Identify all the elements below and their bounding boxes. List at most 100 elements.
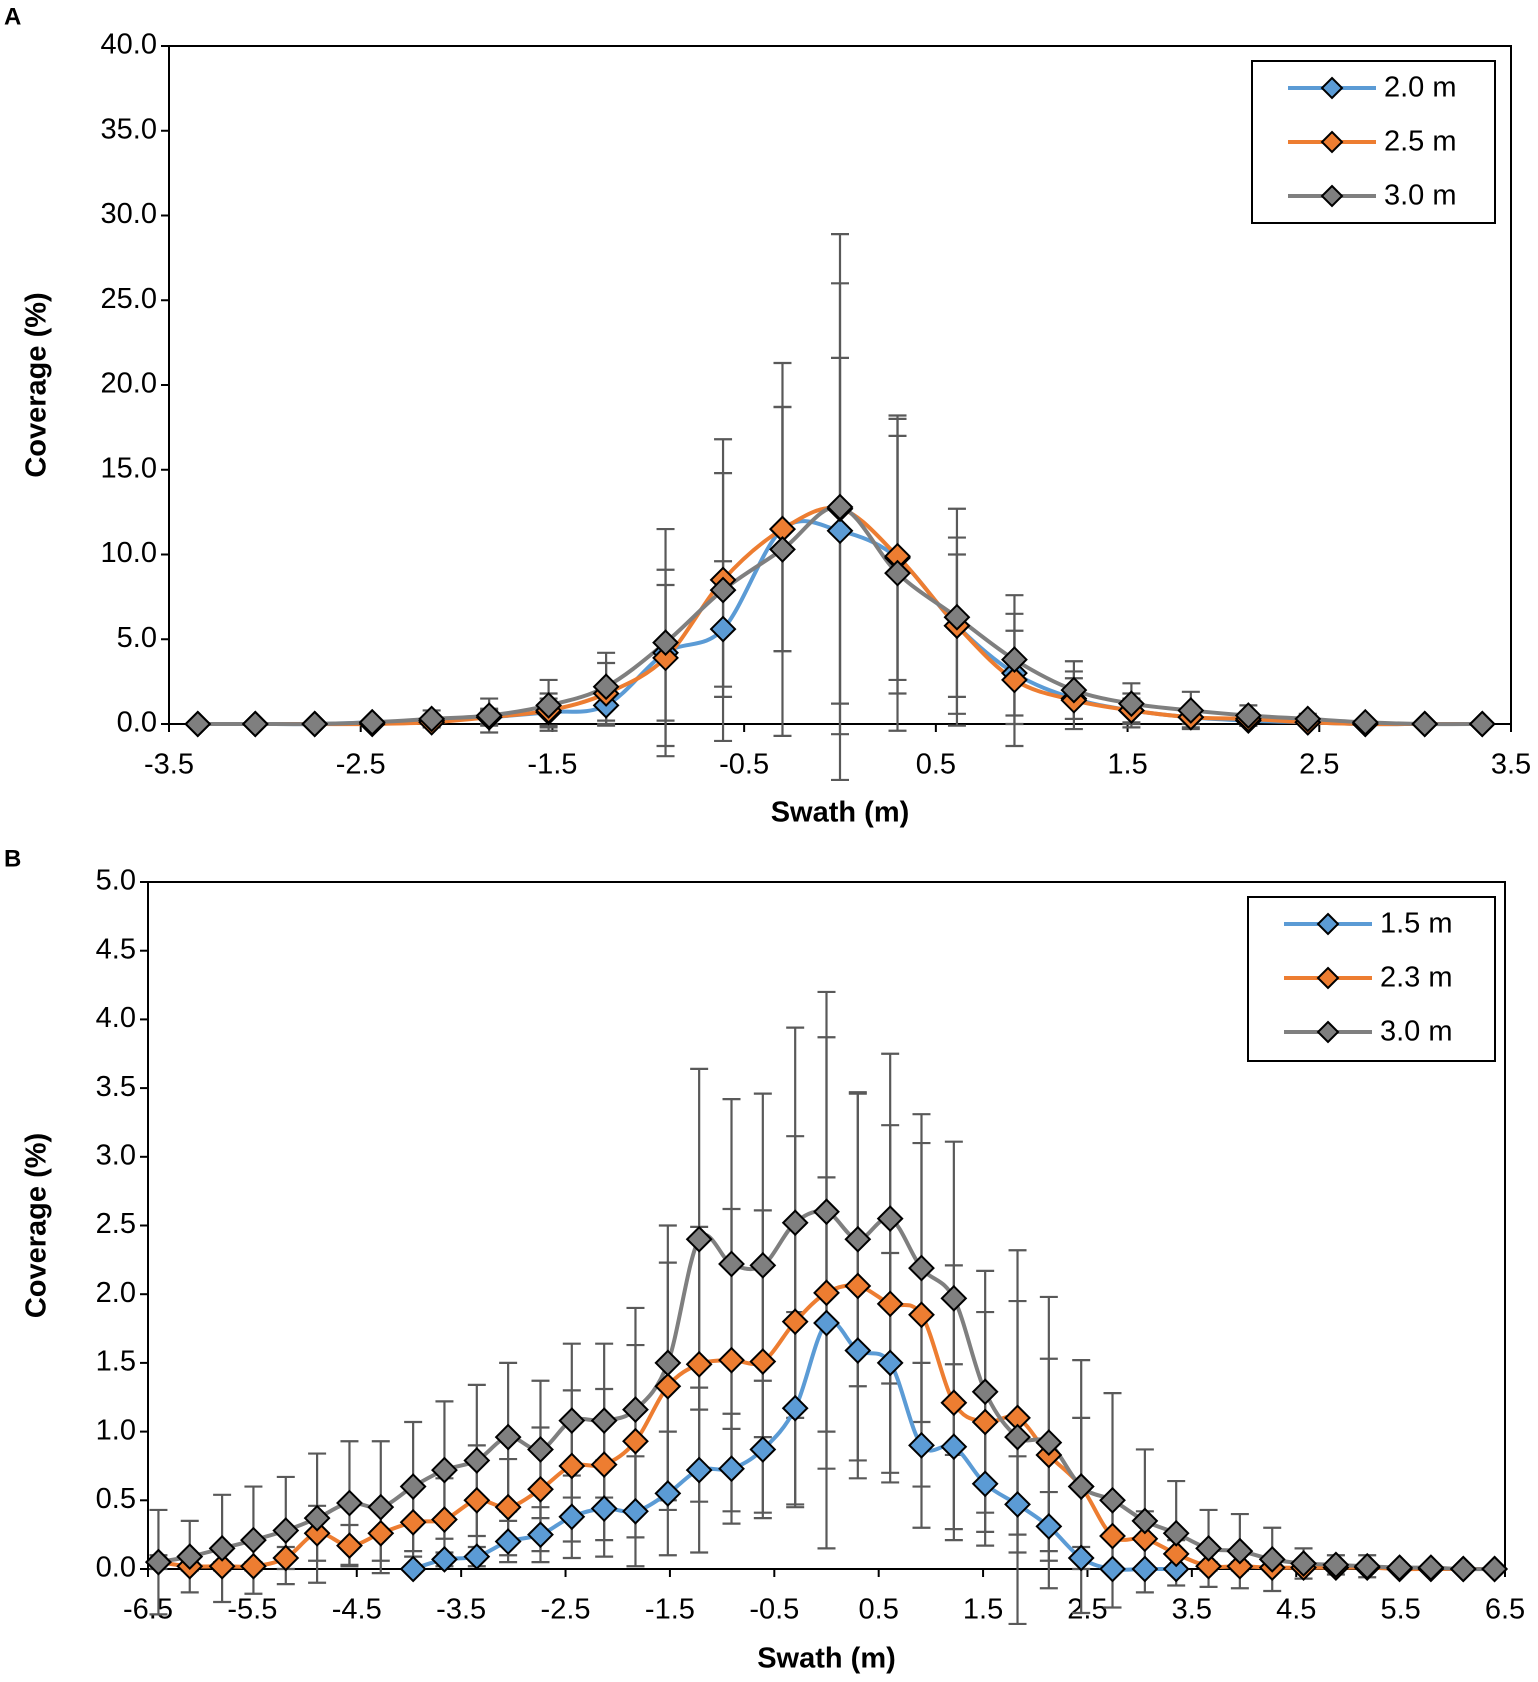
- marker: [1195, 1534, 1222, 1562]
- marker: [1099, 1486, 1126, 1514]
- marker: [652, 644, 679, 672]
- y-tick-label: 40.0: [101, 29, 157, 61]
- y-axis-label: Coverage (%): [21, 292, 53, 477]
- marker: [1226, 1537, 1254, 1565]
- x-tick-label: -1.5: [645, 1594, 695, 1626]
- legend-label: 3.0 m: [1380, 1016, 1453, 1048]
- x-tick-label: 3.5: [1491, 749, 1531, 781]
- marker: [718, 1250, 745, 1278]
- y-tick-label: 1.0: [96, 1414, 136, 1446]
- y-tick-label: 4.0: [96, 1002, 136, 1034]
- legend-marker: [1320, 76, 1344, 100]
- marker: [399, 1555, 427, 1583]
- marker: [1290, 1550, 1317, 1577]
- legend-label: 1.5 m: [1380, 908, 1453, 940]
- marker: [494, 1423, 522, 1451]
- y-tick-label: 5.0: [117, 622, 157, 654]
- x-axis-label: Swath (m): [757, 1643, 896, 1675]
- marker: [844, 1272, 872, 1300]
- marker: [558, 1407, 586, 1435]
- x-tick-label: -3.5: [144, 749, 194, 781]
- y-tick-label: 2.0: [96, 1277, 136, 1309]
- marker: [1035, 1512, 1063, 1540]
- marker: [494, 1493, 522, 1521]
- marker: [367, 1519, 395, 1547]
- marker: [240, 1526, 267, 1554]
- marker: [1162, 1555, 1190, 1583]
- x-tick-label: 0.5: [916, 749, 956, 781]
- marker: [940, 1433, 968, 1461]
- chart-panel: B 0.0 0.5 1.0 1.5 2.0 2.5 3.0 3.5 4.0 4.5 5.0 -6.5 -5…: [4, 845, 1525, 1674]
- marker: [1117, 690, 1145, 718]
- marker: [1001, 646, 1028, 674]
- marker: [709, 576, 737, 604]
- marker: [1386, 1554, 1413, 1582]
- legend-label: 2.0 m: [1384, 72, 1457, 104]
- x-tick-label: 5.5: [1380, 1594, 1420, 1626]
- marker: [813, 1198, 840, 1226]
- marker: [685, 1225, 713, 1253]
- marker: [176, 1543, 204, 1571]
- marker: [399, 1473, 427, 1500]
- marker: [358, 708, 386, 736]
- x-tick-label: 4.5: [1276, 1594, 1316, 1626]
- marker: [208, 1534, 236, 1562]
- legend-label: 2.5 m: [1384, 126, 1457, 158]
- y-tick-label: 1.5: [96, 1346, 136, 1378]
- marker: [1411, 710, 1439, 738]
- marker: [908, 1431, 935, 1459]
- marker: [1131, 1507, 1159, 1535]
- marker: [431, 1545, 458, 1573]
- marker: [240, 1552, 267, 1580]
- x-tick-label: -4.5: [332, 1594, 382, 1626]
- x-tick-label: 6.5: [1485, 1594, 1525, 1626]
- panel-label: B: [4, 845, 21, 872]
- y-tick-label: 20.0: [101, 368, 157, 400]
- marker: [208, 1552, 236, 1580]
- marker: [769, 536, 796, 563]
- marker: [685, 1456, 713, 1484]
- x-tick-label: 2.5: [1067, 1594, 1107, 1626]
- marker: [940, 1284, 968, 1312]
- x-tick-label: -6.5: [123, 1594, 173, 1626]
- marker: [527, 1436, 554, 1463]
- marker: [1449, 1555, 1477, 1583]
- marker: [463, 1486, 491, 1514]
- marker: [1162, 1519, 1190, 1547]
- legend-marker: [1320, 130, 1344, 154]
- marker: [592, 673, 620, 701]
- marker: [590, 1407, 618, 1435]
- marker: [971, 1470, 999, 1498]
- marker: [685, 1350, 713, 1378]
- marker: [463, 1447, 491, 1474]
- marker: [418, 705, 446, 733]
- marker: [652, 629, 679, 657]
- marker: [1004, 1491, 1031, 1518]
- marker: [971, 1408, 999, 1436]
- y-tick-label: 0.5: [96, 1483, 136, 1515]
- y-tick-label: 2.5: [96, 1208, 136, 1240]
- marker: [1060, 676, 1088, 704]
- marker: [303, 1519, 331, 1547]
- y-tick-label: 3.0: [96, 1139, 136, 1171]
- marker: [908, 1301, 935, 1329]
- marker: [844, 1225, 872, 1253]
- legend: 1.5 m 2.3 m 3.0 m: [1247, 896, 1496, 1062]
- marker: [654, 1349, 682, 1377]
- marker: [590, 1495, 618, 1522]
- marker: [884, 559, 911, 587]
- marker: [781, 1209, 809, 1237]
- marker: [940, 1389, 968, 1417]
- marker: [749, 1251, 777, 1279]
- marker: [826, 517, 854, 545]
- marker: [272, 1544, 300, 1572]
- marker: [336, 1489, 363, 1517]
- marker: [431, 1456, 458, 1484]
- marker: [749, 1348, 777, 1375]
- marker: [241, 710, 269, 738]
- legend-label: 2.3 m: [1380, 962, 1453, 994]
- marker: [301, 710, 329, 738]
- marker: [145, 1548, 172, 1576]
- x-tick-label: -0.5: [719, 749, 769, 781]
